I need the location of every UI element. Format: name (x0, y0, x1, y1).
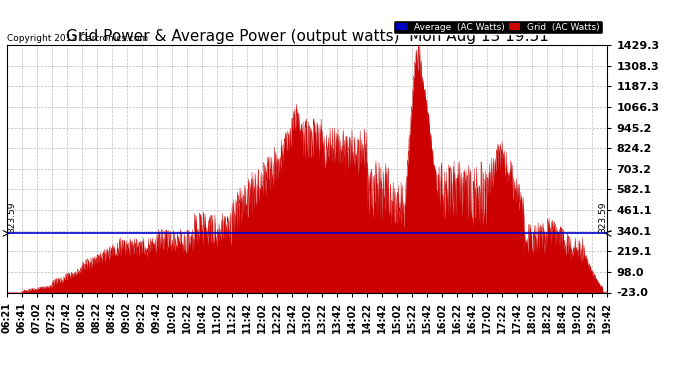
Text: Copyright 2012 Cartronics.com: Copyright 2012 Cartronics.com (7, 33, 148, 42)
Text: 323.59: 323.59 (598, 202, 607, 233)
Text: 323.59: 323.59 (7, 202, 16, 233)
Legend: Average  (AC Watts), Grid  (AC Watts): Average (AC Watts), Grid (AC Watts) (393, 20, 602, 34)
Title: Grid Power & Average Power (output watts)  Mon Aug 13 19:51: Grid Power & Average Power (output watts… (66, 29, 549, 44)
